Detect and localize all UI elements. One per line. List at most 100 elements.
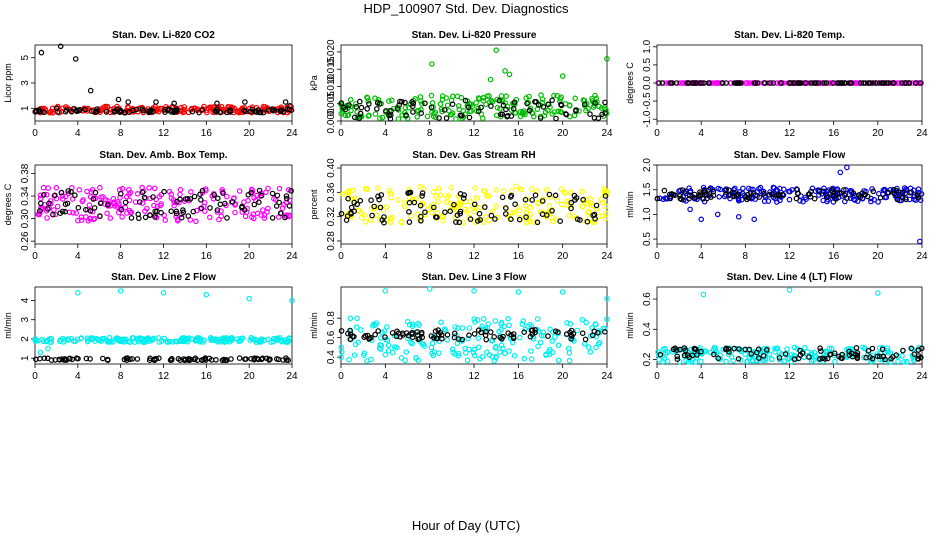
data-point <box>589 332 596 339</box>
x-tick-label: 12 <box>784 371 796 382</box>
data-point <box>97 184 103 191</box>
data-point <box>817 345 823 352</box>
data-point <box>456 219 463 226</box>
outlier-point <box>502 68 508 74</box>
data-point <box>40 192 47 198</box>
x-tick-label: 8 <box>743 251 749 262</box>
data-point <box>780 186 787 193</box>
data-point <box>283 195 290 202</box>
data-point <box>373 212 380 219</box>
data-point <box>288 188 294 194</box>
data-point <box>428 204 435 210</box>
data-point <box>418 110 425 117</box>
data-point <box>466 325 473 331</box>
data-point <box>568 332 575 339</box>
panel-title: Stan. Dev. Line 3 Flow <box>422 272 527 283</box>
data-point <box>408 213 415 220</box>
data-point <box>371 206 378 212</box>
data-point <box>217 201 224 208</box>
data-point <box>885 349 891 356</box>
outlier-point <box>242 99 248 105</box>
data-point <box>347 315 354 322</box>
data-point <box>768 191 775 197</box>
data-point <box>686 195 692 202</box>
data-point <box>555 357 562 364</box>
data-point <box>786 196 793 203</box>
x-tick-label: 0 <box>32 128 38 139</box>
x-tick-label: 16 <box>201 251 213 262</box>
data-point <box>493 343 499 350</box>
y-tick-label: -1.0 <box>642 110 653 128</box>
data-point <box>449 101 456 108</box>
data-point <box>223 335 230 341</box>
data-point <box>572 95 579 102</box>
data-point <box>769 356 775 363</box>
data-point <box>83 206 89 213</box>
data-point <box>717 186 724 193</box>
data-point <box>583 107 589 114</box>
data-point <box>661 345 668 352</box>
data-point <box>401 203 408 210</box>
data-point <box>182 356 189 363</box>
outlier-point <box>687 206 693 213</box>
data-point <box>115 337 122 343</box>
data-point <box>419 193 425 199</box>
data-point <box>65 188 72 194</box>
data-point <box>241 207 248 213</box>
data-point <box>566 357 573 364</box>
data-point <box>90 196 97 202</box>
panel-title: Stan. Dev. Li-820 Temp. <box>734 30 845 41</box>
data-point <box>253 109 260 115</box>
outlier-point <box>117 288 124 294</box>
outlier-point <box>72 56 79 62</box>
data-point <box>489 208 496 214</box>
data-point <box>64 200 71 207</box>
data-point <box>692 346 699 353</box>
data-point <box>239 203 245 210</box>
data-point <box>362 219 369 225</box>
data-point <box>237 338 244 344</box>
data-point <box>521 329 528 336</box>
data-point <box>388 97 395 104</box>
data-point <box>410 197 417 203</box>
data-point <box>232 209 238 216</box>
data-point <box>115 209 122 216</box>
data-point <box>56 356 63 363</box>
y-tick-label: 2 <box>20 336 31 342</box>
data-point <box>430 189 437 195</box>
data-point <box>156 339 163 345</box>
data-point <box>802 194 809 201</box>
y-tick-label: 5 <box>20 54 31 60</box>
data-point <box>731 345 738 352</box>
data-point <box>37 195 44 202</box>
data-point <box>879 80 886 86</box>
y-tick-label: 0.34 <box>20 186 31 206</box>
data-point <box>417 213 424 220</box>
outlier-point <box>751 216 758 223</box>
data-point <box>672 345 678 352</box>
data-point <box>368 197 374 204</box>
data-point <box>816 188 823 195</box>
data-point <box>885 189 891 196</box>
y-tick-label: 1 <box>20 355 31 361</box>
data-point <box>821 351 828 357</box>
outlier-point <box>916 238 923 245</box>
y-tick-label: 3 <box>20 80 31 86</box>
data-point <box>679 187 686 193</box>
data-point <box>128 209 135 216</box>
data-point <box>362 185 369 192</box>
data-point <box>462 97 469 104</box>
data-point <box>534 316 541 322</box>
x-tick-label: 24 <box>601 251 613 262</box>
data-point <box>197 191 203 198</box>
x-tick-label: 24 <box>286 128 298 139</box>
data-point <box>151 185 158 192</box>
y-axis-label: ml/min <box>625 191 635 218</box>
y-tick-label: 0.6 <box>642 292 653 306</box>
data-point <box>850 190 857 197</box>
y-axis-label: degrees C <box>625 62 635 104</box>
outlier-point <box>282 99 289 105</box>
data-point <box>908 345 915 352</box>
data-point <box>381 328 388 334</box>
data-point <box>808 80 814 86</box>
